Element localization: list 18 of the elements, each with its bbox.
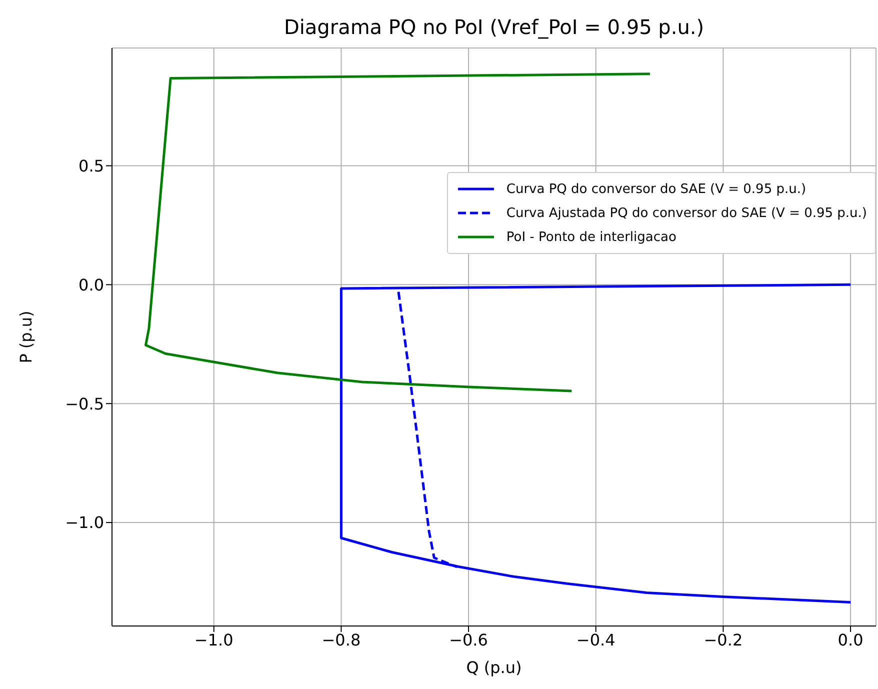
x-tick-label: −0.4 bbox=[576, 630, 616, 650]
y-tick-label: 0.5 bbox=[78, 156, 104, 176]
chart-title: Diagrama PQ no PoI (Vref_PoI = 0.95 p.u.) bbox=[282, 14, 706, 40]
y-axis-title: P (p.u) bbox=[16, 310, 36, 364]
x-tick-label: −0.8 bbox=[322, 630, 361, 650]
line-series bbox=[340, 283, 852, 604]
legend-label: Curva Ajustada PQ do conversor do SAE (V = 0.95 p.u.) bbox=[506, 206, 867, 220]
y-tick-label: −0.5 bbox=[65, 394, 104, 414]
legend-label: PoI - Ponto de interligacao bbox=[506, 230, 676, 244]
x-tick-label: −0.2 bbox=[704, 630, 743, 650]
legend-label: Curva PQ do conversor do SAE (V = 0.95 p.u.) bbox=[506, 182, 806, 196]
x-tick-label: −1.0 bbox=[194, 630, 234, 650]
x-tick-label: 0.0 bbox=[838, 630, 864, 650]
line-series bbox=[397, 290, 458, 568]
y-tick-label: −1.0 bbox=[65, 513, 104, 532]
x-axis-title: Q (p.u) bbox=[466, 658, 522, 677]
x-tick-label: −0.6 bbox=[449, 630, 488, 650]
y-tick-label: 0.0 bbox=[78, 275, 104, 294]
